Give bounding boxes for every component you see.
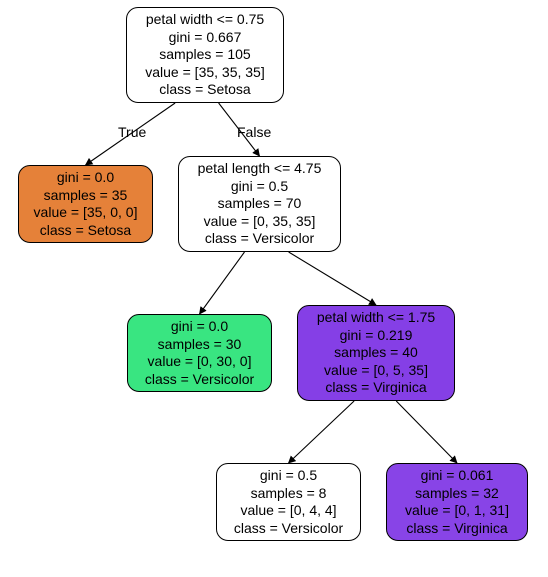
- tree-node-line: class = Versicolor: [234, 520, 343, 538]
- tree-node-line: gini = 0.219: [340, 327, 413, 345]
- tree-node-line: value = [0, 35, 35]: [204, 213, 316, 231]
- tree-node-line: samples = 70: [218, 195, 302, 213]
- tree-node-line: value = [0, 30, 0]: [148, 353, 252, 371]
- tree-node-plen: petal length <= 4.75gini = 0.5samples = …: [178, 156, 341, 252]
- tree-node-line: gini = 0.5: [260, 467, 317, 485]
- tree-node-line: value = [0, 1, 31]: [405, 502, 509, 520]
- tree-node-line: samples = 8: [251, 485, 327, 503]
- edge-label-false: False: [237, 124, 271, 140]
- tree-node-line: gini = 0.0: [171, 318, 228, 336]
- tree-node-line: value = [35, 0, 0]: [34, 204, 138, 222]
- tree-node-pwid: petal width <= 1.75gini = 0.219samples =…: [297, 305, 455, 401]
- tree-node-line: gini = 0.061: [421, 467, 494, 485]
- tree-edge: [200, 252, 245, 314]
- tree-node-line: class = Setosa: [40, 222, 131, 240]
- tree-node-line: value = [0, 4, 4]: [240, 502, 336, 520]
- tree-node-setosa: gini = 0.0samples = 35value = [35, 0, 0]…: [18, 165, 153, 243]
- tree-node-line: class = Virginica: [406, 520, 507, 538]
- tree-node-line: class = Versicolor: [145, 371, 254, 389]
- tree-node-line: class = Setosa: [159, 81, 250, 99]
- tree-node-root: petal width <= 0.75gini = 0.667samples =…: [126, 7, 284, 103]
- tree-node-line: samples = 30: [158, 336, 242, 354]
- tree-node-line: gini = 0.5: [231, 178, 288, 196]
- tree-node-line: samples = 40: [334, 344, 418, 362]
- tree-node-line: gini = 0.0: [57, 169, 114, 187]
- tree-node-line: gini = 0.667: [169, 29, 242, 47]
- tree-edge: [289, 252, 376, 305]
- tree-node-versicolor8: gini = 0.5samples = 8value = [0, 4, 4]cl…: [216, 463, 361, 541]
- tree-node-line: petal width <= 1.75: [317, 309, 435, 327]
- tree-node-line: samples = 35: [44, 187, 128, 205]
- tree-node-line: petal length <= 4.75: [198, 160, 322, 178]
- tree-node-virginica32: gini = 0.061samples = 32value = [0, 1, 3…: [386, 463, 528, 541]
- tree-node-line: value = [35, 35, 35]: [145, 64, 264, 82]
- tree-node-line: class = Versicolor: [205, 230, 314, 248]
- tree-edge: [289, 401, 355, 463]
- tree-node-versicolor30: gini = 0.0samples = 30value = [0, 30, 0]…: [127, 314, 272, 392]
- tree-node-line: class = Virginica: [325, 379, 426, 397]
- tree-node-line: samples = 32: [415, 485, 499, 503]
- edge-label-true: True: [118, 124, 146, 140]
- tree-node-line: samples = 105: [159, 46, 250, 64]
- tree-edge: [396, 401, 457, 463]
- tree-node-line: value = [0, 5, 35]: [324, 362, 428, 380]
- tree-node-line: petal width <= 0.75: [146, 11, 264, 29]
